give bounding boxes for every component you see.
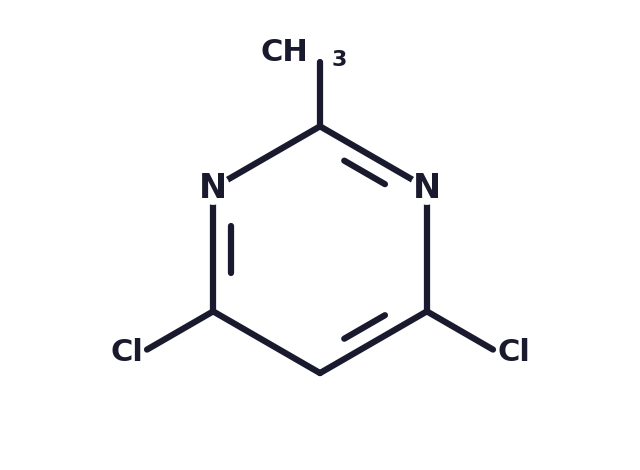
Text: N: N: [199, 172, 227, 204]
Text: Cl: Cl: [110, 338, 143, 367]
Circle shape: [197, 172, 229, 204]
Text: 3: 3: [332, 50, 347, 70]
Text: CH: CH: [260, 39, 308, 67]
Text: N: N: [413, 172, 441, 204]
Text: Cl: Cl: [497, 338, 530, 367]
Circle shape: [411, 172, 443, 204]
